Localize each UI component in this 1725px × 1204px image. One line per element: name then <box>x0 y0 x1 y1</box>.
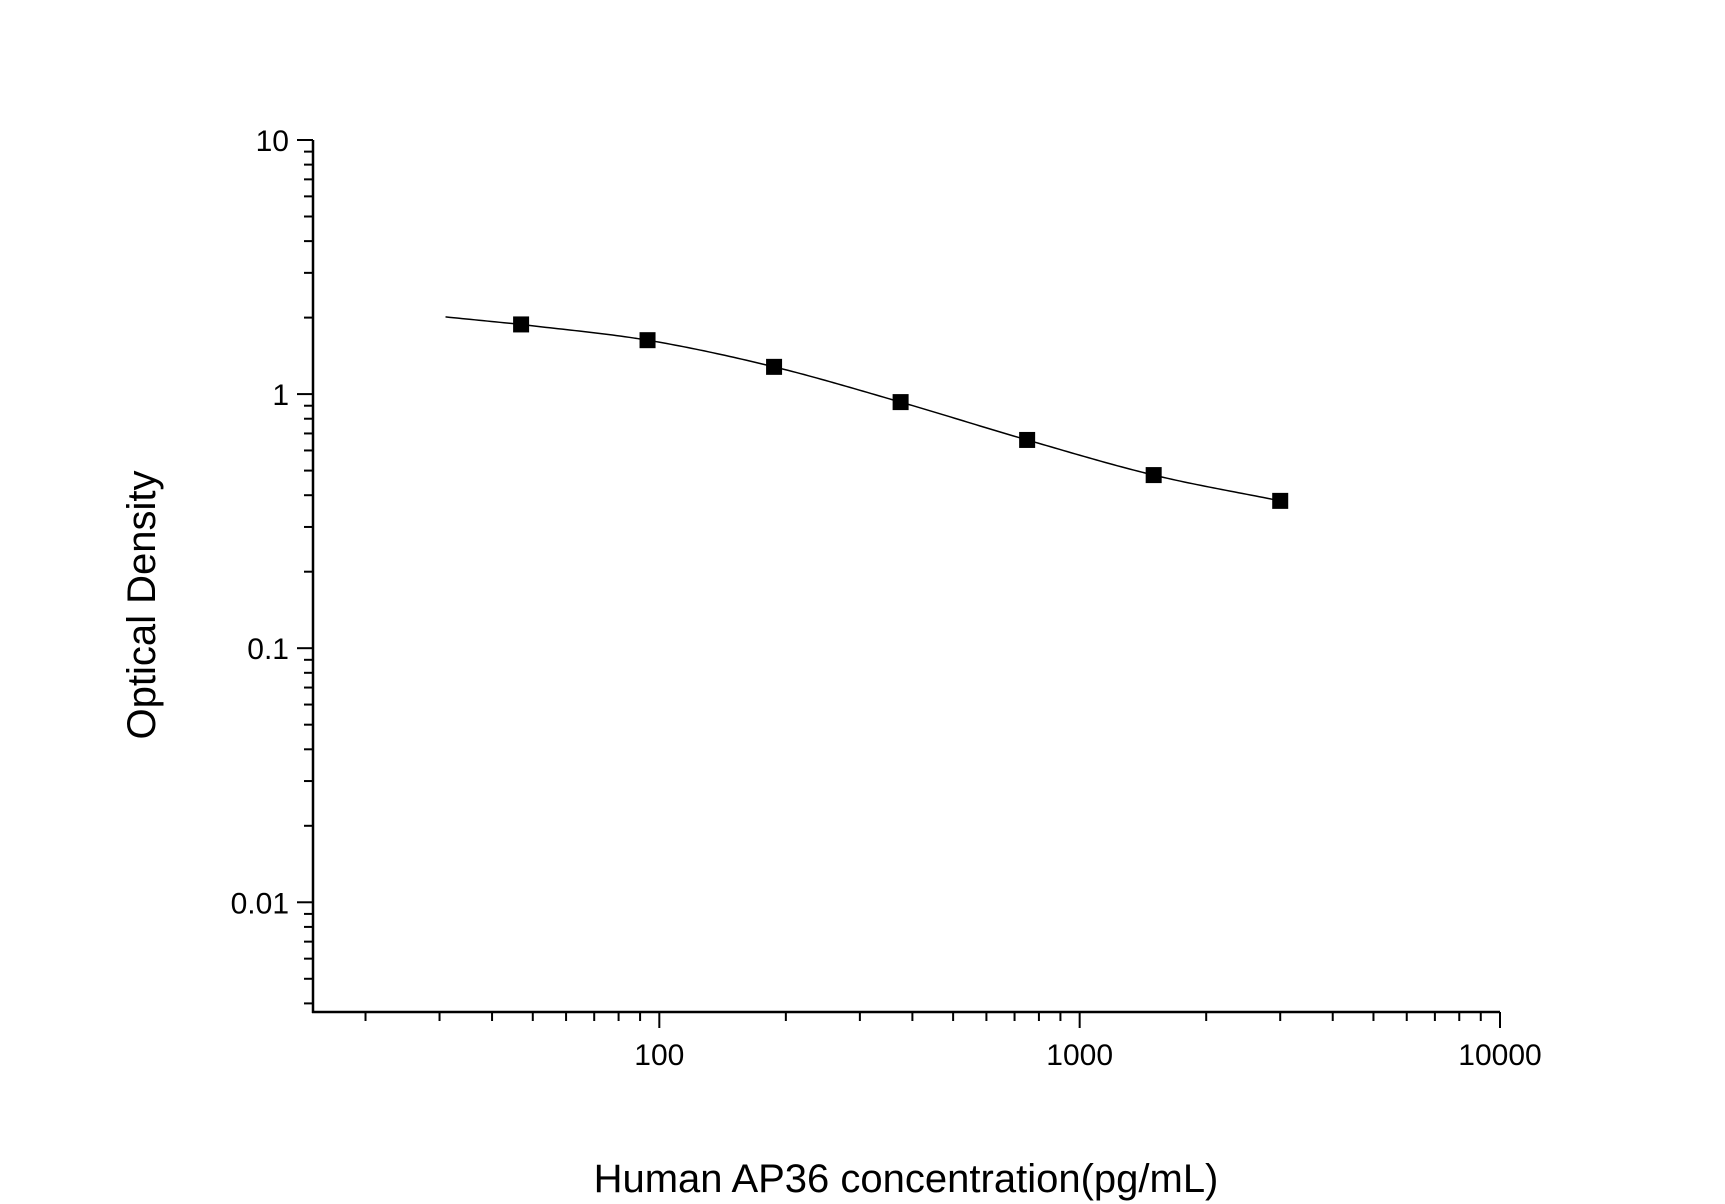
x-axis-title: Human AP36 concentration(pg/mL) <box>594 1157 1219 1201</box>
x-tick-label: 1000 <box>1046 1039 1113 1072</box>
x-tick-label: 100 <box>634 1039 684 1072</box>
data-point <box>639 332 656 349</box>
data-points <box>513 316 1289 509</box>
tick-labels: 100 1000 10000 0.01 0.1 1 10 <box>231 125 1542 1072</box>
y-tick-label: 10 <box>256 125 289 158</box>
x-tick-label: 10000 <box>1458 1039 1541 1072</box>
y-tick-label: 0.01 <box>231 887 289 920</box>
ticks <box>297 139 1501 1028</box>
data-point <box>1019 431 1036 448</box>
data-point <box>1145 467 1162 484</box>
data-point <box>766 358 783 375</box>
axes <box>311 140 1500 1014</box>
y-tick-label: 1 <box>272 379 289 412</box>
y-tick-label: 0.1 <box>247 633 289 666</box>
y-axis-title: Optical Density <box>120 471 164 740</box>
data-point <box>892 394 909 411</box>
data-point <box>513 316 530 333</box>
data-point <box>1272 492 1289 509</box>
fit-curve <box>445 316 1281 502</box>
